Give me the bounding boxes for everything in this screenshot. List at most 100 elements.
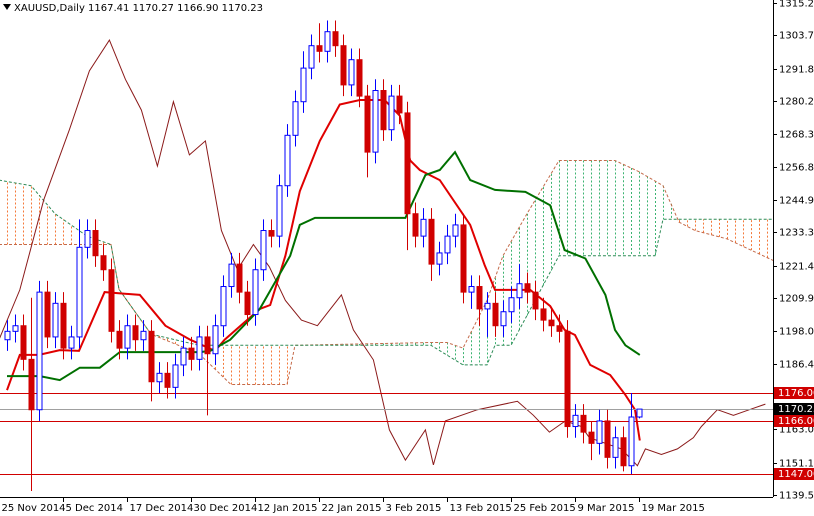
y-tick-label: 1233.35 xyxy=(779,228,814,239)
candle-body xyxy=(420,218,427,237)
y-tick-label: 1315.25 xyxy=(779,0,814,10)
candle-body xyxy=(412,213,419,237)
y-tick-label: 1268.35 xyxy=(779,130,814,141)
price-label: 1166.00 xyxy=(778,416,814,427)
x-tick-label: 9 Mar 2015 xyxy=(578,503,635,514)
candle-body xyxy=(20,325,27,360)
candle-body xyxy=(116,330,123,349)
y-tick-label: 1198.00 xyxy=(779,327,814,338)
y-tick-label: 1139.55 xyxy=(779,491,814,502)
candle-body xyxy=(436,252,443,265)
candle-body xyxy=(180,347,187,366)
collapse-icon[interactable] xyxy=(3,4,11,10)
price-label-box xyxy=(774,468,814,480)
candle-body xyxy=(188,347,195,360)
candle-body xyxy=(532,291,539,310)
candle-body xyxy=(588,431,595,444)
candle-body xyxy=(508,297,515,313)
candle-body xyxy=(564,330,571,428)
candle-body xyxy=(172,364,179,388)
candle-body xyxy=(228,263,235,288)
x-tick-label: 19 Mar 2015 xyxy=(642,503,705,514)
candle-body xyxy=(156,372,163,383)
candle-body xyxy=(44,291,51,338)
candle-body xyxy=(388,95,395,131)
x-tick-label: 5 Dec 2014 xyxy=(66,503,124,514)
candle-body xyxy=(140,330,147,341)
candle-body xyxy=(132,325,139,341)
candle-body xyxy=(396,95,403,114)
candle-body xyxy=(484,302,491,310)
candle-body xyxy=(316,45,323,52)
y-tick-label: 1244.90 xyxy=(779,196,814,207)
candle-body xyxy=(12,325,19,332)
y-tick-label: 1163.00 xyxy=(779,425,814,436)
candle-body xyxy=(540,308,547,321)
plot-area xyxy=(0,20,773,491)
candle-body xyxy=(300,67,307,103)
candle-body xyxy=(604,420,611,458)
candle-body xyxy=(364,95,371,153)
price-label-box xyxy=(774,415,814,427)
y-tick-label: 1256.80 xyxy=(779,163,814,174)
x-tick-label: 25 Feb 2015 xyxy=(514,503,576,514)
y-tick-label: 1209.90 xyxy=(779,294,814,305)
candle-body xyxy=(460,224,467,293)
senkou-span-a xyxy=(0,160,773,385)
candle-body xyxy=(164,372,171,388)
x-tick-label: 3 Feb 2015 xyxy=(386,503,442,514)
candle-body xyxy=(76,246,83,338)
candle-body xyxy=(572,414,579,428)
candle-body xyxy=(108,269,115,332)
candle-body xyxy=(260,230,267,271)
candle-body xyxy=(292,101,299,136)
candle-body xyxy=(380,90,387,131)
candle-body xyxy=(100,255,107,271)
candle-body xyxy=(468,286,475,293)
price-label: 1170.23 xyxy=(778,404,814,415)
senkou-span-b xyxy=(0,179,773,366)
candle-body xyxy=(444,235,451,254)
price-label: 1176.00 xyxy=(778,388,814,399)
candle-body xyxy=(628,416,635,467)
candle-body xyxy=(84,230,91,248)
x-tick-label: 22 Jan 2015 xyxy=(322,503,382,514)
x-tick-label: 17 Dec 2014 xyxy=(130,503,194,514)
candle-body xyxy=(52,302,59,338)
price-label: 1147.00 xyxy=(778,469,814,480)
candle-body xyxy=(556,325,563,332)
candle-body xyxy=(4,330,11,341)
candle-body xyxy=(580,414,587,433)
candle-body xyxy=(404,112,411,215)
candle-body xyxy=(212,325,219,355)
candle-body xyxy=(148,330,155,383)
candle-body xyxy=(476,286,483,310)
y-tick-label: 1280.25 xyxy=(779,97,814,108)
candle-body xyxy=(244,291,251,316)
candle-body xyxy=(348,59,355,86)
candle-body xyxy=(92,230,99,257)
y-tick-label: 1291.80 xyxy=(779,65,814,76)
candle-body xyxy=(636,408,643,418)
candle-body xyxy=(28,358,35,411)
x-tick-label: 25 Nov 2014 xyxy=(2,503,66,514)
candle-body xyxy=(268,230,275,237)
candle-body xyxy=(620,437,627,467)
candle-body xyxy=(68,336,75,349)
candle-body xyxy=(492,302,499,327)
candle-body xyxy=(548,319,555,327)
candle-body xyxy=(332,31,339,47)
candle-body xyxy=(124,325,131,349)
candle-body xyxy=(284,134,291,187)
candle-body xyxy=(60,302,67,349)
candle-body xyxy=(516,283,523,299)
indicator-line xyxy=(0,39,766,467)
candle-body xyxy=(612,437,619,458)
candle-body xyxy=(36,291,43,411)
candle-body xyxy=(324,31,331,52)
candle-body xyxy=(220,286,227,327)
y-tick-label: 1221.45 xyxy=(779,262,814,273)
candle-body xyxy=(204,336,211,355)
